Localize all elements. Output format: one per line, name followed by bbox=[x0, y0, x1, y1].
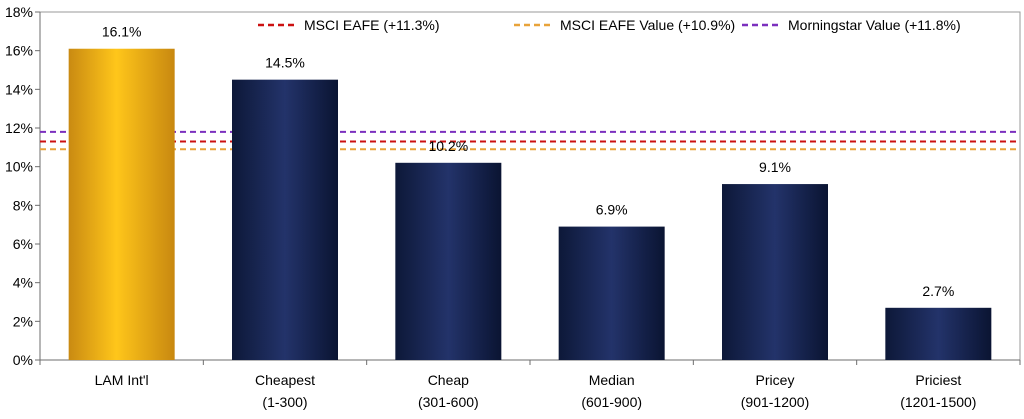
data-label-1: 16.1% bbox=[102, 24, 142, 40]
x-category-label: Median bbox=[589, 372, 635, 388]
y-tick-label: 0% bbox=[13, 352, 33, 368]
y-tick-label: 14% bbox=[5, 81, 33, 97]
y-tick-label: 2% bbox=[13, 313, 33, 329]
x-category-label: LAM Int'l bbox=[95, 372, 149, 388]
x-category-label: Cheapest bbox=[255, 372, 315, 388]
bar-6 bbox=[885, 307, 992, 360]
y-tick-label: 8% bbox=[13, 197, 33, 213]
legend-label-3: Morningstar Value (+11.8%) bbox=[788, 17, 961, 33]
x-category-label: Pricey bbox=[756, 372, 795, 388]
plot-area-border bbox=[39, 11, 1021, 361]
bar-1 bbox=[68, 48, 175, 360]
data-label-3: 10.2% bbox=[428, 138, 468, 154]
legend-label-2: MSCI EAFE Value (+10.9%) bbox=[560, 17, 735, 33]
y-tick-label: 4% bbox=[13, 275, 33, 291]
x-category-label: Cheap bbox=[428, 372, 469, 388]
legend-label-1: MSCI EAFE (+11.3%) bbox=[304, 17, 440, 33]
bar-5 bbox=[722, 184, 828, 360]
x-category-sublabel: (1-300) bbox=[262, 394, 307, 410]
data-label-2: 14.5% bbox=[265, 55, 305, 71]
bar-4 bbox=[558, 226, 665, 360]
data-label-5: 9.1% bbox=[759, 159, 791, 175]
reference-lines bbox=[40, 130, 1020, 151]
x-category-sublabel: (901-1200) bbox=[741, 394, 810, 410]
y-tick-label: 6% bbox=[13, 236, 33, 252]
x-category-sublabel: (1201-1500) bbox=[900, 394, 976, 410]
data-label-6: 2.7% bbox=[922, 283, 954, 299]
x-category-sublabel: (301-600) bbox=[418, 394, 479, 410]
bars: 16.1% LAM Int'l 14.5% Cheapest (1-300) 10.2% C… bbox=[68, 24, 992, 410]
y-tick-label: 18% bbox=[5, 4, 33, 20]
y-tick-label: 12% bbox=[5, 120, 33, 136]
data-label-4: 6.9% bbox=[596, 202, 628, 218]
legend: MSCI EAFE (+11.3%) MSCI EAFE Value (+10.9… bbox=[258, 17, 961, 33]
plot-area: 0% 2% 4% 6% 8% 10% 12% 14% 16% 18% bbox=[5, 4, 1021, 368]
x-category-sublabel: (601-900) bbox=[581, 394, 642, 410]
y-tick-label: 16% bbox=[5, 43, 33, 59]
y-tick-label: 10% bbox=[5, 159, 33, 175]
bar-2 bbox=[232, 79, 338, 361]
bar-3 bbox=[395, 162, 502, 360]
x-category-label: Priciest bbox=[915, 372, 961, 388]
